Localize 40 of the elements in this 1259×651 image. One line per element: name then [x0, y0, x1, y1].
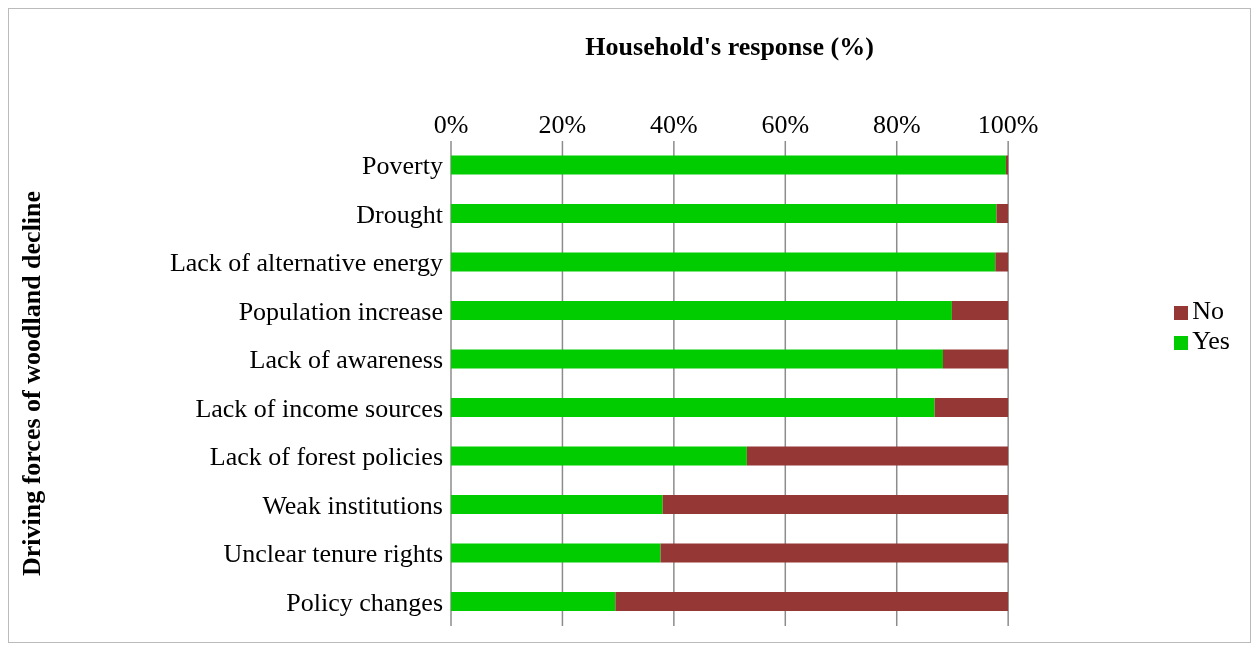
bar	[451, 349, 943, 369]
bar	[660, 543, 1009, 563]
bar	[451, 204, 997, 224]
bar	[451, 592, 616, 612]
bar	[1005, 155, 1009, 175]
bar	[746, 446, 1009, 466]
bar	[942, 349, 1009, 369]
bar	[451, 543, 661, 563]
y-tick-label: Population increase	[238, 296, 443, 326]
bar	[934, 398, 1009, 418]
y-tick-label: Poverty	[362, 151, 443, 181]
x-tick-label: 0%	[433, 110, 469, 139]
y-axis-title: Driving forces of woodland decline	[17, 190, 47, 577]
x-tick-label: 20%	[538, 110, 587, 139]
y-tick-label: Policy changes	[286, 587, 443, 617]
bar	[451, 155, 1006, 175]
bar	[951, 301, 1009, 321]
bar	[615, 592, 1009, 612]
legend-label: No	[1192, 295, 1224, 325]
y-tick-label: Lack of income sources	[195, 393, 443, 423]
bar	[451, 301, 952, 321]
y-tick-label: Lack of awareness	[249, 345, 443, 375]
bar	[995, 252, 1009, 272]
x-tick-label: 60%	[761, 110, 810, 139]
bar	[996, 204, 1009, 224]
y-tick-label: Lack of forest policies	[209, 442, 443, 472]
y-tick-label: Drought	[356, 199, 444, 229]
bar	[451, 252, 996, 272]
legend-label: Yes	[1192, 325, 1230, 355]
x-tick-label: 80%	[872, 110, 921, 139]
y-tick-label: Weak institutions	[262, 490, 443, 520]
bar	[451, 446, 747, 466]
x-tick-label: 40%	[650, 110, 698, 139]
x-axis-title: Household's response (%)	[585, 32, 874, 62]
bar	[662, 495, 1009, 515]
bar	[451, 495, 663, 515]
y-tick-label: Unclear tenure rights	[223, 539, 443, 569]
y-tick-label: Lack of alternative energy	[169, 248, 443, 278]
x-tick-label: 100%	[977, 110, 1039, 139]
bar	[451, 398, 935, 418]
